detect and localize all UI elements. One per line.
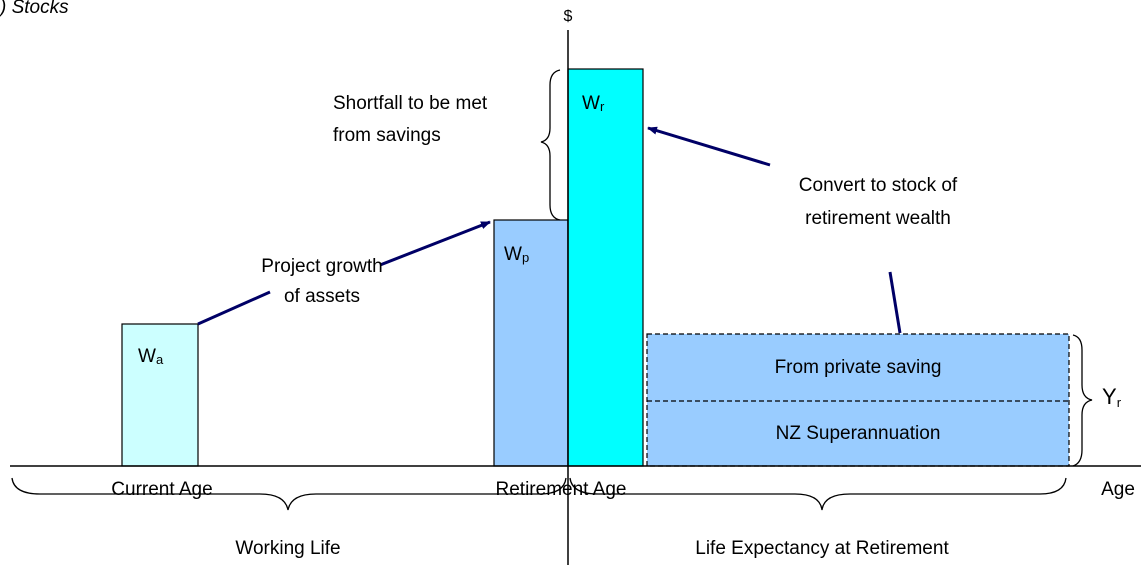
bar-required bbox=[567, 68, 644, 467]
income-bottom: NZ Superannuation bbox=[776, 423, 941, 444]
arrow bbox=[647, 126, 771, 167]
arrow bbox=[379, 220, 491, 267]
bar-label: Wp bbox=[504, 244, 529, 265]
annotation: retirement wealth bbox=[805, 208, 951, 229]
annotation: from savings bbox=[333, 125, 441, 146]
income-box bbox=[646, 333, 1070, 467]
connector bbox=[888, 271, 902, 334]
annotation: of assets bbox=[284, 286, 360, 307]
annotation: Convert to stock of bbox=[799, 175, 958, 196]
income-top: From private saving bbox=[775, 357, 942, 378]
bar-projected bbox=[493, 219, 569, 467]
age-label: Retirement Age bbox=[496, 479, 627, 500]
title: ) Stocks bbox=[0, 0, 69, 18]
connector bbox=[197, 290, 271, 326]
period-brace bbox=[569, 477, 1067, 511]
x-axis-label: Age bbox=[1101, 479, 1135, 500]
period-label: Life Expectancy at Retirement bbox=[695, 538, 949, 559]
bar-label: Wr bbox=[582, 93, 605, 114]
income-brace bbox=[1072, 334, 1093, 467]
period-brace bbox=[11, 477, 567, 511]
shortfall-brace bbox=[540, 69, 561, 221]
period-label: Working Life bbox=[235, 538, 340, 559]
annotation: Shortfall to be met bbox=[333, 93, 488, 114]
income-label: Yr bbox=[1102, 384, 1122, 411]
y-axis-label: $ bbox=[564, 8, 573, 25]
age-label: Current Age bbox=[111, 479, 212, 500]
bar-current bbox=[121, 323, 199, 467]
annotation: Project growth bbox=[261, 256, 382, 277]
bar-label: Wa bbox=[138, 346, 164, 367]
